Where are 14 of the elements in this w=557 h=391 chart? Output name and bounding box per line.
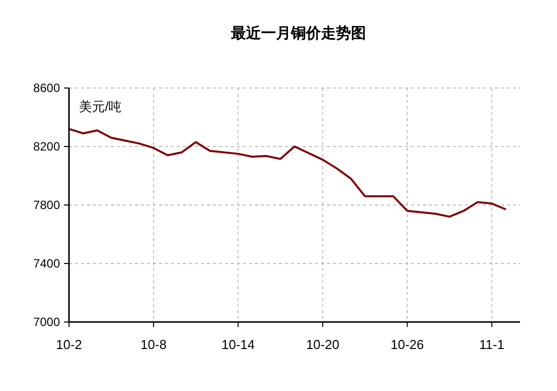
y-tick-label: 7400 — [33, 256, 60, 271]
y-tick-label: 7800 — [33, 198, 60, 212]
x-tick-label: 10-20 — [306, 337, 340, 352]
line-series — [68, 128, 507, 218]
chart-title: 最近一月铜价走势图 — [230, 24, 366, 42]
x-tick-label: 10-8 — [140, 337, 167, 352]
y-axis-title: 美元/吨 — [79, 99, 122, 114]
x-tick-label: 10-14 — [222, 337, 255, 352]
x-tick-label: 11-1 — [479, 337, 504, 352]
x-tick-label: 10-26 — [390, 337, 424, 352]
y-tick-label: 7000 — [33, 315, 60, 330]
y-tick-label: 8600 — [33, 81, 60, 96]
x-tick-label: 10-2 — [56, 337, 82, 352]
y-tick-label: 8200 — [33, 140, 60, 154]
